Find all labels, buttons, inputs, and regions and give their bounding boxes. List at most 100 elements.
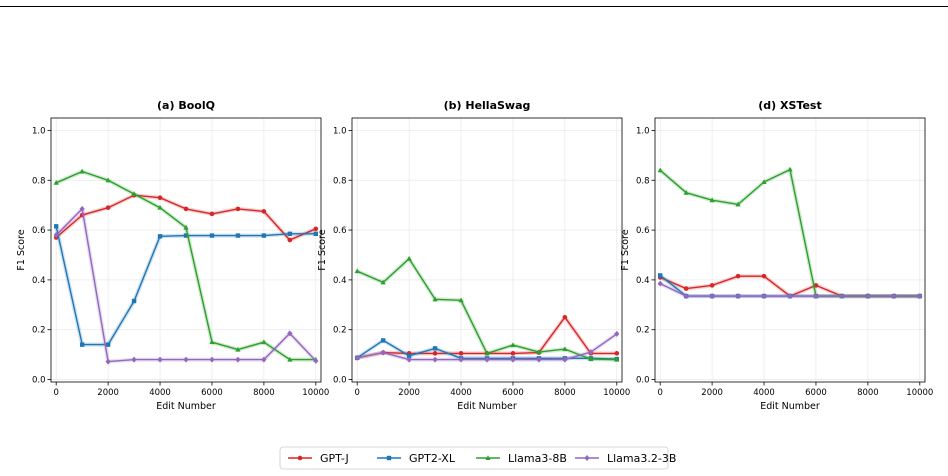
x-tick-label: 4000 <box>149 388 171 398</box>
data-point <box>261 356 267 363</box>
series-llama3-8b <box>354 255 620 362</box>
legend: GPT-J GPT2-XL Llama3-8B Llama3.2-3B <box>279 446 676 470</box>
data-point <box>588 356 594 362</box>
data-point <box>157 234 163 239</box>
data-point <box>709 197 715 203</box>
series-llama3-2-3b <box>657 280 923 300</box>
data-point <box>380 279 386 285</box>
data-point <box>458 356 464 363</box>
legend-label: Llama3-8B <box>508 452 567 465</box>
data-point <box>209 356 215 363</box>
data-point <box>536 349 542 355</box>
y-tick-label: 0.6 <box>32 226 46 236</box>
data-point <box>787 166 793 172</box>
data-point <box>157 195 163 200</box>
y-tick-label: 1.0 <box>636 126 650 136</box>
data-point <box>891 293 897 300</box>
data-point <box>614 356 620 362</box>
data-point <box>484 356 490 363</box>
x-axis-label: Edit Number <box>760 401 820 412</box>
data-point <box>839 293 845 300</box>
data-point <box>735 293 741 300</box>
data-point <box>157 204 163 210</box>
series-llama3-8b <box>53 168 319 362</box>
legend-item-gpt-j: GPT-J <box>288 452 349 465</box>
data-point <box>432 351 438 356</box>
data-point <box>588 349 594 356</box>
legend-item-gpt2-xl: GPT2-XL <box>377 452 456 465</box>
data-point <box>131 298 137 304</box>
x-tick-label: 0 <box>354 388 359 398</box>
data-point <box>406 255 412 261</box>
y-tick-label: 0.8 <box>32 176 46 186</box>
data-point <box>380 338 386 343</box>
legend-marker <box>386 455 392 461</box>
chart-title: (a) BoolQ <box>157 99 215 112</box>
data-point <box>235 233 241 238</box>
data-point <box>735 201 741 207</box>
x-tick-label: 10000 <box>906 388 933 398</box>
x-tick-label: 0 <box>657 388 662 398</box>
data-point <box>53 179 59 185</box>
data-point <box>865 293 871 300</box>
data-point <box>683 293 689 300</box>
y-tick-label: 0.2 <box>333 326 347 336</box>
y-axis-label: F1 Score <box>317 229 328 270</box>
y-axis-label: F1 Score <box>620 229 631 270</box>
data-point <box>287 356 293 362</box>
data-point <box>131 191 137 196</box>
data-point <box>484 350 490 356</box>
y-axis-label: F1 Score <box>16 229 27 270</box>
y-tick-label: 0.2 <box>636 326 650 336</box>
x-tick-label: 6000 <box>201 388 223 398</box>
data-point <box>709 293 715 300</box>
x-tick-label: 4000 <box>450 388 472 398</box>
legend-item-llama3-2-3b: Llama3.2-3B <box>575 452 676 465</box>
x-tick-label: 6000 <box>805 388 827 398</box>
data-point <box>735 273 741 279</box>
data-point <box>79 168 85 174</box>
data-point <box>53 232 59 239</box>
legend-label: GPT2-XL <box>409 452 456 465</box>
x-axis-label: Edit Number <box>156 401 216 412</box>
data-point <box>510 351 516 356</box>
series-line-llama3-8b <box>356 258 617 361</box>
y-tick-label: 0.8 <box>636 176 650 186</box>
data-point <box>209 233 215 238</box>
legend-label: Llama3.2-3B <box>607 452 676 465</box>
data-point <box>761 273 767 279</box>
data-point <box>614 351 620 356</box>
chart-title: (b) HellaSwag <box>444 99 531 112</box>
legend-marker <box>297 455 303 461</box>
x-tick-label: 6000 <box>502 388 524 398</box>
data-point <box>380 349 386 356</box>
data-point <box>657 280 663 287</box>
y-tick-label: 0.4 <box>333 276 347 286</box>
data-point <box>79 205 85 212</box>
chart-panels: 0 2000 4000 6000 8000 10000 0.0 0.2 0.4 0.6 0.8 1.0… <box>16 99 933 412</box>
data-point <box>209 339 215 345</box>
data-point <box>657 167 663 173</box>
data-point <box>313 231 319 237</box>
legend-label: GPT-J <box>320 452 349 465</box>
data-point <box>536 356 542 363</box>
data-point <box>432 356 438 363</box>
data-point <box>235 206 241 212</box>
axes-frame <box>654 117 926 383</box>
data-point <box>235 346 241 352</box>
data-point <box>406 353 412 359</box>
y-tick-label: 0.6 <box>636 226 650 236</box>
y-tick-label: 0.6 <box>333 226 347 236</box>
data-point <box>761 293 767 300</box>
data-point <box>53 224 59 229</box>
data-point <box>432 296 438 302</box>
data-point <box>209 211 215 217</box>
data-point <box>917 293 923 300</box>
y-tick-label: 0.0 <box>32 376 46 386</box>
series-band-llama3-8b <box>658 167 920 299</box>
x-tick-label: 2000 <box>97 388 119 398</box>
y-tick-label: 0.0 <box>333 376 347 386</box>
x-tick-label: 8000 <box>554 388 576 398</box>
series-llama3-2-3b <box>53 205 319 365</box>
